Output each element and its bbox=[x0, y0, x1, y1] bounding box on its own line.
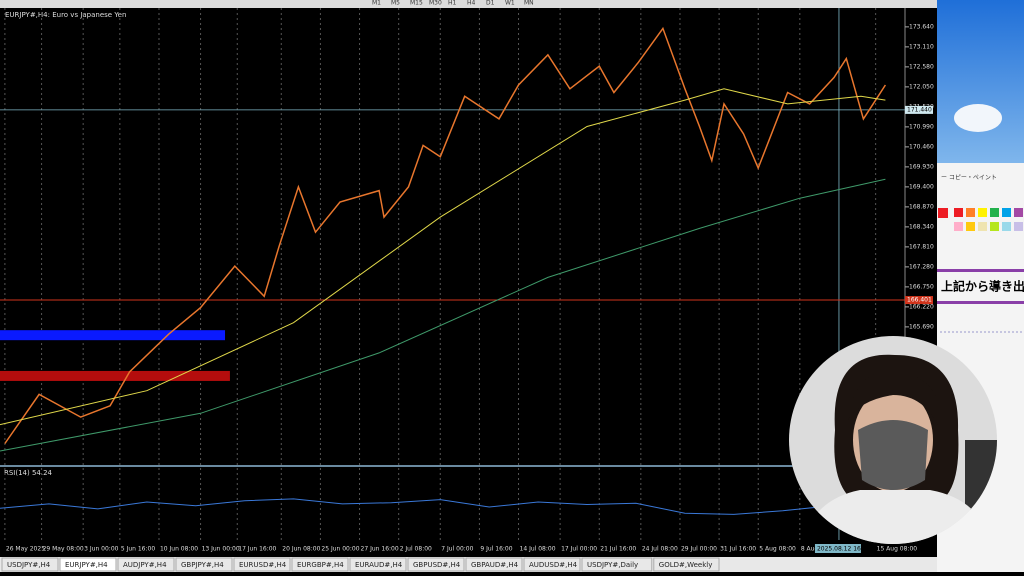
tab[interactable] bbox=[407, 557, 465, 572]
palette bbox=[938, 208, 1023, 231]
x-tick-label: 31 Jul 16:00 bbox=[720, 546, 756, 553]
x-tick-label: 20 Jun 08:00 bbox=[282, 546, 320, 553]
y-tick-label: 168.870 bbox=[909, 203, 934, 210]
x-tick-label: 10 Jun 08:00 bbox=[160, 546, 198, 553]
tab[interactable] bbox=[1, 557, 59, 572]
y-tick-label: 169.400 bbox=[909, 183, 934, 190]
x-tick-label: 26 May 2025 bbox=[6, 546, 45, 553]
x-tick-label: 17 Jun 16:00 bbox=[238, 546, 276, 553]
price-line bbox=[0, 88, 886, 426]
tab-label[interactable]: EURUSD#,H4 bbox=[239, 561, 287, 569]
y-tick-label: 168.340 bbox=[909, 223, 934, 230]
tab[interactable] bbox=[233, 557, 291, 572]
y-tick-label: 166.220 bbox=[909, 303, 934, 310]
tab-label[interactable]: AUDJPY#,H4 bbox=[123, 561, 167, 569]
timeframe-button[interactable]: M1 bbox=[372, 0, 381, 7]
x-tick-label: 17 Jul 00:00 bbox=[561, 546, 597, 553]
x-tick-label: 29 Jul 00:00 bbox=[681, 546, 717, 553]
x-tick-label: 29 May 08:00 bbox=[43, 546, 84, 553]
chart-label: EURJPY#,H4: Euro vs Japanese Yen bbox=[5, 11, 126, 19]
x-tick-label: 14 Jul 08:00 bbox=[520, 546, 556, 553]
y-tick-label: 173.640 bbox=[909, 23, 934, 30]
level-label: 166.401 bbox=[907, 297, 932, 304]
divider bbox=[937, 301, 1024, 304]
separator bbox=[0, 465, 905, 467]
x-tick-label: 15 Aug 08:00 bbox=[877, 546, 918, 553]
tab-label[interactable]: AUDUSD#,H4 bbox=[529, 561, 578, 569]
x-tick-label: 2 Jul 08:00 bbox=[400, 546, 432, 553]
timeframe-button[interactable]: M5 bbox=[391, 0, 400, 7]
level-label-bg bbox=[905, 296, 933, 305]
cursor-label-bg bbox=[814, 544, 861, 553]
y-tick-label: 170.990 bbox=[909, 123, 934, 130]
y-tick-label: 170.460 bbox=[909, 143, 934, 150]
x-tick-label: 27 Jun 16:00 bbox=[361, 546, 399, 553]
timeframe-button[interactable]: W1 bbox=[505, 0, 515, 7]
divider bbox=[937, 269, 1024, 272]
x-tick-label: 13 Jun 00:00 bbox=[202, 546, 240, 553]
x-tick-label: 5 Aug 08:00 bbox=[759, 546, 796, 553]
timeframe-button[interactable]: H4 bbox=[467, 0, 476, 7]
cursor-label-bg bbox=[905, 105, 933, 114]
y-tick-label: 167.280 bbox=[909, 263, 934, 270]
y-tick-label: 166.750 bbox=[909, 283, 934, 290]
tab-label[interactable]: GBPUSD#,H4 bbox=[413, 561, 461, 569]
x-tick-label: 3 Jun 00:00 bbox=[84, 546, 118, 553]
tab-label[interactable]: GOLD#,Weekly bbox=[659, 561, 713, 569]
y-tick-label: 165.690 bbox=[909, 323, 934, 330]
tab-label[interactable]: EURAUD#,H4 bbox=[355, 561, 403, 569]
tab[interactable] bbox=[175, 557, 233, 572]
tab[interactable] bbox=[291, 557, 349, 572]
tab[interactable] bbox=[523, 557, 581, 572]
cursor-x-label: 2025.08.12 16:00 bbox=[817, 546, 871, 553]
tab[interactable] bbox=[349, 557, 407, 572]
timeframe-button[interactable]: D1 bbox=[486, 0, 495, 7]
tab[interactable] bbox=[117, 557, 175, 572]
y-tick-label: 167.810 bbox=[909, 243, 934, 250]
price-line bbox=[0, 178, 886, 452]
tab-label[interactable]: GBPJPY#,H4 bbox=[181, 561, 224, 569]
y-tick-label: 169.930 bbox=[909, 163, 934, 170]
tab-label[interactable]: USDJPY#,H4 bbox=[7, 561, 51, 569]
timeframe-button[interactable]: H1 bbox=[448, 0, 457, 7]
y-tick-label: 172.580 bbox=[909, 63, 934, 70]
timeframe-button[interactable]: M30 bbox=[429, 0, 442, 7]
wallpaper bbox=[937, 0, 1024, 163]
cursor-y-label: 171.440 bbox=[907, 106, 932, 113]
tab[interactable] bbox=[653, 557, 720, 572]
zone bbox=[0, 370, 230, 381]
x-tick-label: 9 Jul 16:00 bbox=[480, 546, 512, 553]
tab-label[interactable]: EURJPY#,H4 bbox=[65, 561, 108, 569]
x-tick-label: 5 Jun 16:00 bbox=[121, 546, 155, 553]
side-menu: ー コピー・ペイント bbox=[941, 175, 997, 182]
price-line bbox=[4, 26, 887, 444]
rsi-line bbox=[0, 498, 881, 515]
rsi-label: RSI(14) 54.24 bbox=[4, 469, 53, 477]
tab[interactable] bbox=[59, 557, 117, 572]
y-tick-label: 172.050 bbox=[909, 83, 934, 90]
tab-label[interactable]: GBPAUD#,H4 bbox=[471, 561, 519, 569]
x-tick-label: 24 Jul 08:00 bbox=[642, 546, 678, 553]
x-tick-label: 25 Jun 00:00 bbox=[321, 546, 359, 553]
cloud bbox=[954, 104, 1002, 132]
y-tick-label: 173.110 bbox=[909, 43, 934, 50]
zone bbox=[0, 330, 226, 341]
side-heading: 上記から導き出 bbox=[941, 279, 1024, 294]
timeframe-button[interactable]: M15 bbox=[410, 0, 423, 7]
x-tick-label: 7 Jul 00:00 bbox=[441, 546, 473, 553]
x-tick-label: 21 Jul 16:00 bbox=[600, 546, 636, 553]
tab-label[interactable]: USDJPY#,Daily bbox=[587, 561, 638, 569]
toolbar bbox=[0, 0, 937, 8]
timeframe-button[interactable]: MN bbox=[524, 0, 534, 7]
tab-label[interactable]: EURGBP#,H4 bbox=[297, 561, 344, 569]
tab[interactable] bbox=[581, 557, 653, 572]
tab[interactable] bbox=[465, 557, 523, 572]
